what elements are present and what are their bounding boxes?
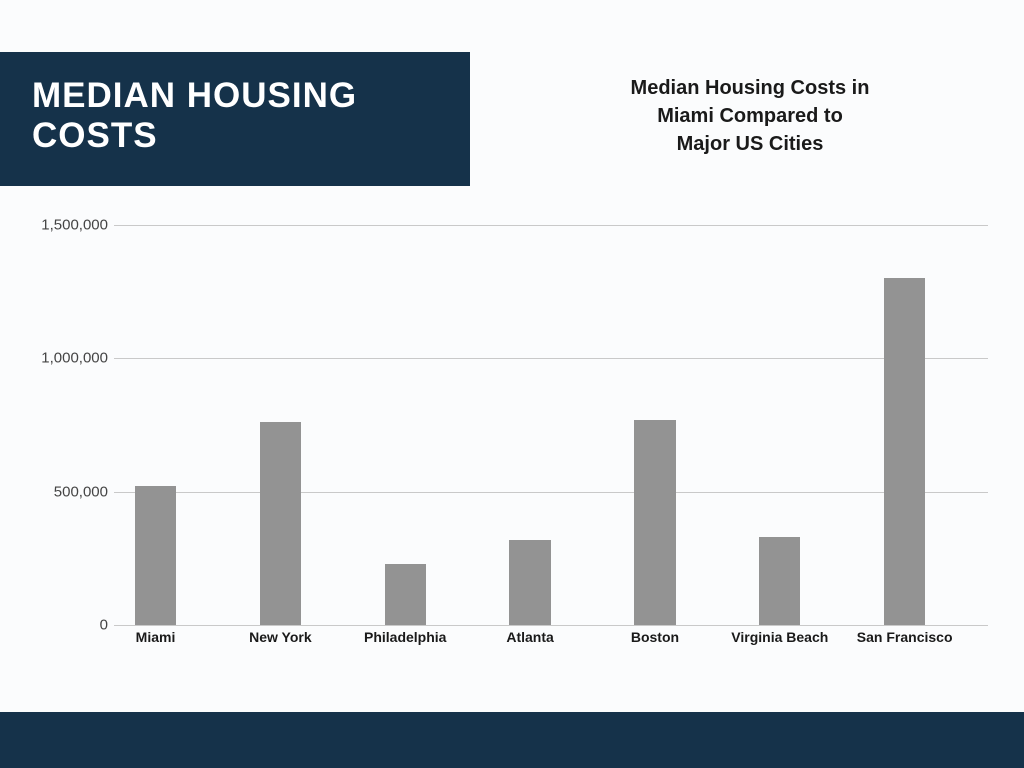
x-axis-label: Philadelphia [364,629,446,645]
x-axis-label: San Francisco [857,629,953,645]
plot-area [114,225,988,625]
subtitle-line-2: Miami Compared to [530,102,970,130]
bar [509,540,550,625]
x-axis-label: Atlanta [506,629,553,645]
subtitle-line-1: Median Housing Costs in [530,74,970,102]
x-axis-label: Virginia Beach [731,629,828,645]
y-axis-label: 500,000 [30,483,108,500]
gridline [114,225,988,226]
bar [135,486,176,625]
bar [260,422,301,625]
bar [759,537,800,625]
subtitle-line-3: Major US Cities [530,130,970,158]
x-axis-label: Boston [631,629,679,645]
subtitle-block: Median Housing Costs in Miami Compared t… [530,74,970,158]
x-axis-label: New York [249,629,312,645]
title-line-2: COSTS [32,116,470,156]
footer-bar [0,712,1024,768]
x-axis-label: Miami [136,629,176,645]
bar [385,564,426,625]
y-axis-label: 0 [30,617,108,634]
bar [884,278,925,625]
title-line-1: MEDIAN HOUSING [32,76,470,116]
bar [634,420,675,625]
y-axis-label: 1,500,000 [30,217,108,234]
gridline [114,358,988,359]
bar-chart: 0500,0001,000,0001,500,000 MiamiNew York… [30,225,1000,655]
gridline [114,625,988,626]
y-axis-label: 1,000,000 [30,350,108,367]
gridline [114,492,988,493]
title-block: MEDIAN HOUSING COSTS [0,52,470,186]
